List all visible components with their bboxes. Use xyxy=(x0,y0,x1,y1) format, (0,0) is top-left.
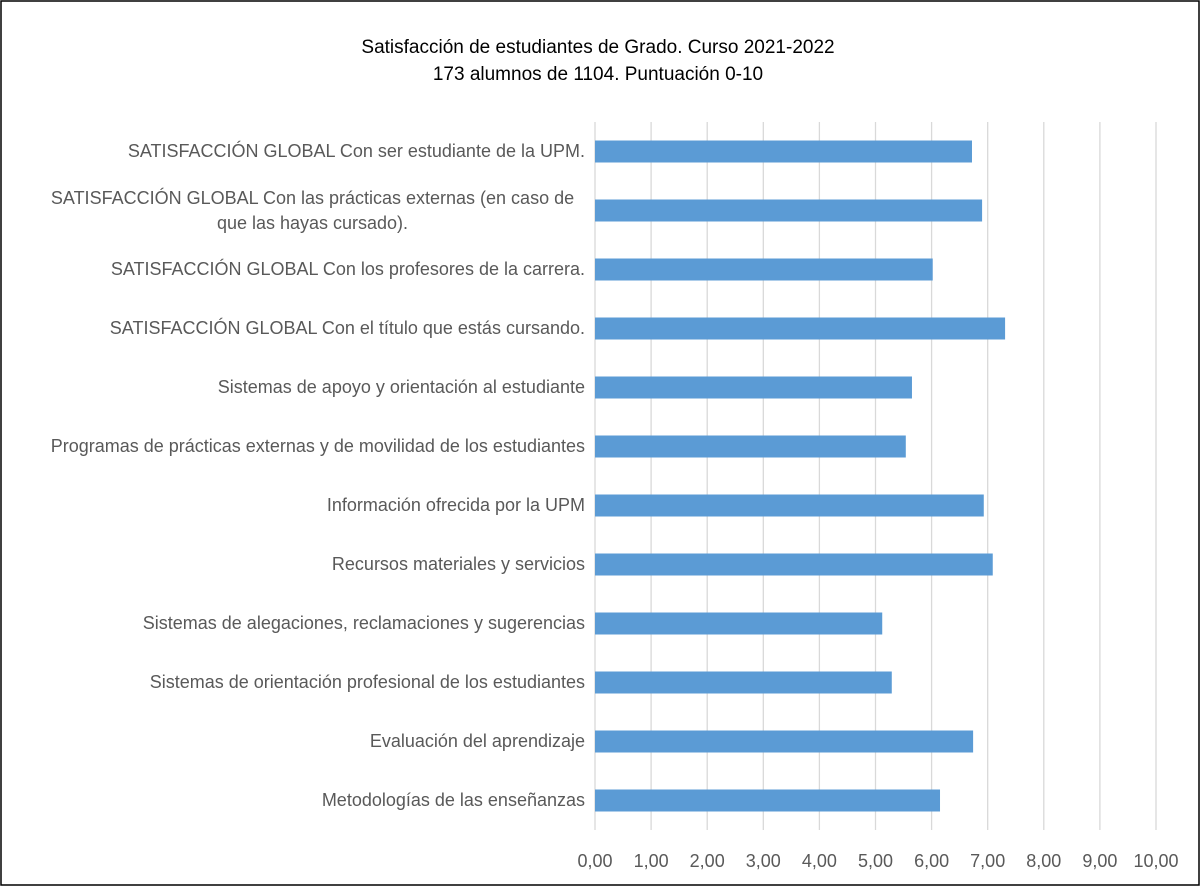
bar xyxy=(595,435,906,458)
y-tick-label: SATISFACCIÓN GLOBAL Con el título que es… xyxy=(109,318,585,338)
y-tick-label-box: SATISFACCIÓN GLOBAL Con el título que es… xyxy=(25,299,585,358)
bar xyxy=(595,317,1006,340)
y-tick-label-box: Metodologías de las enseñanzas xyxy=(25,771,585,830)
x-tick-label: 10,00 xyxy=(1133,851,1178,871)
x-tick-label: 0,00 xyxy=(577,851,612,871)
x-tick-label: 8,00 xyxy=(1026,851,1061,871)
y-tick-label-box: SATISFACCIÓN GLOBAL Con las prácticas ex… xyxy=(25,181,585,240)
x-tick-label: 9,00 xyxy=(1082,851,1117,871)
x-tick-label: 6,00 xyxy=(914,851,949,871)
x-tick-label: 3,00 xyxy=(746,851,781,871)
bar xyxy=(595,140,972,163)
y-tick-label: SATISFACCIÓN GLOBAL Con los profesores d… xyxy=(110,259,585,279)
chart-title: Satisfacción de estudiantes de Grado. Cu… xyxy=(361,37,834,58)
bar xyxy=(595,730,974,753)
y-tick-label-box: Sistemas de orientación profesional de l… xyxy=(25,653,585,712)
x-tick-label: 7,00 xyxy=(970,851,1005,871)
y-tick-label: SATISFACCIÓN GLOBAL Con ser estudiante d… xyxy=(127,141,585,161)
y-tick-label: Recursos materiales y servicios xyxy=(331,554,585,574)
y-tick-label: Sistemas de orientación profesional de l… xyxy=(149,672,585,692)
y-tick-label-box: Recursos materiales y servicios xyxy=(25,535,585,594)
y-tick-label: Programas de prácticas externas y de mov… xyxy=(50,436,585,456)
bar xyxy=(595,376,912,399)
x-tick-label: 2,00 xyxy=(690,851,725,871)
y-tick-label: Sistemas de alegaciones, reclamaciones y… xyxy=(142,613,585,633)
y-tick-label-box: Sistemas de alegaciones, reclamaciones y… xyxy=(25,594,585,653)
x-tick-label: 4,00 xyxy=(802,851,837,871)
y-tick-label: SATISFACCIÓN GLOBAL Con las prácticas ex… xyxy=(50,187,575,233)
y-tick-label: Metodologías de las enseñanzas xyxy=(321,790,585,810)
bar xyxy=(595,494,984,517)
bar xyxy=(595,612,883,635)
y-tick-label: Sistemas de apoyo y orientación al estud… xyxy=(217,377,585,397)
bar xyxy=(595,789,941,812)
x-tick-label: 5,00 xyxy=(858,851,893,871)
y-tick-label-box: Programas de prácticas externas y de mov… xyxy=(25,417,585,476)
bar xyxy=(595,553,993,576)
bar xyxy=(595,671,892,694)
y-tick-label: Evaluación del aprendizaje xyxy=(369,731,585,751)
y-tick-label-box: Sistemas de apoyo y orientación al estud… xyxy=(25,358,585,417)
y-tick-label-box: SATISFACCIÓN GLOBAL Con ser estudiante d… xyxy=(25,122,585,181)
bar xyxy=(595,258,933,281)
y-tick-label-box: SATISFACCIÓN GLOBAL Con los profesores d… xyxy=(25,240,585,299)
y-tick-label-box: Información ofrecida por la UPM xyxy=(25,476,585,535)
x-tick-label: 1,00 xyxy=(634,851,669,871)
y-tick-label: Información ofrecida por la UPM xyxy=(326,495,585,515)
bar xyxy=(595,199,983,222)
chart-subtitle: 173 alumnos de 1104. Puntuación 0-10 xyxy=(433,64,763,85)
y-tick-label-box: Evaluación del aprendizaje xyxy=(25,712,585,771)
